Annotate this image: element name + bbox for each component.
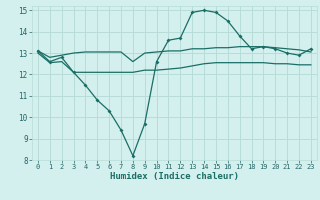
X-axis label: Humidex (Indice chaleur): Humidex (Indice chaleur): [110, 172, 239, 181]
